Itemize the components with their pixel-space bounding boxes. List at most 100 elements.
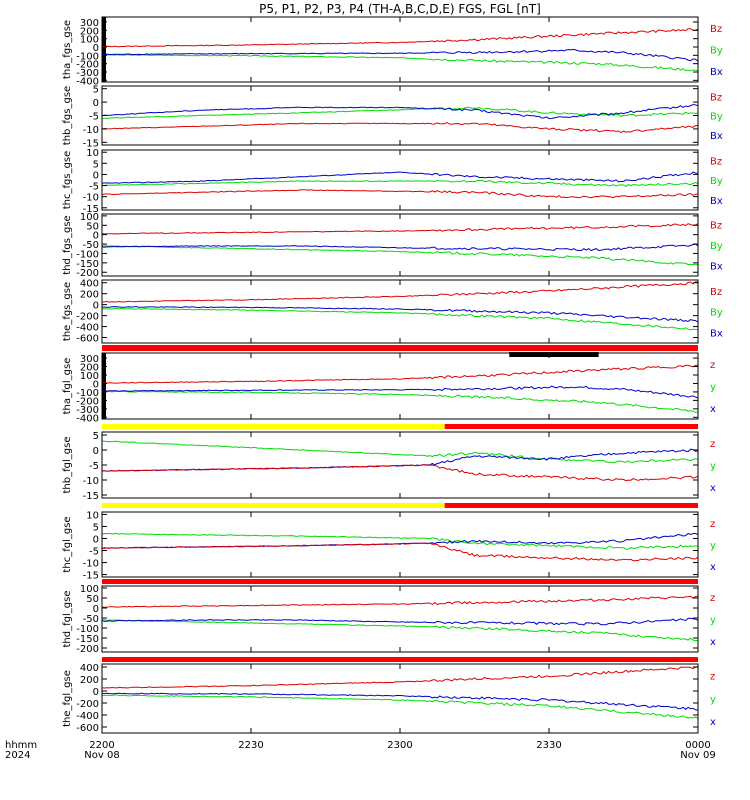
- y-tick-label: 400: [80, 279, 99, 290]
- y-tick-label: -15: [83, 491, 99, 502]
- y-axis-label: tha_fgs_gse: [62, 20, 73, 79]
- series-line-z: [101, 464, 699, 482]
- y-tick-label: -600: [76, 723, 99, 734]
- y-tick-label: -400: [76, 711, 99, 722]
- legend-label-z: z: [710, 360, 715, 371]
- y-tick-label: -200: [76, 60, 99, 71]
- y-tick-label: 100: [80, 584, 99, 595]
- y-tick-label: 0: [93, 231, 99, 242]
- y-tick-label: 100: [80, 371, 99, 382]
- panel-frame: [101, 585, 699, 653]
- status-bar: [102, 346, 698, 351]
- y-tick-label: -400: [76, 76, 99, 87]
- y-tick-label: 0: [93, 604, 99, 615]
- y-tick-label: -15: [83, 571, 99, 582]
- y-tick-label: 5: [93, 522, 99, 533]
- y-tick-label: 0: [93, 446, 99, 457]
- status-bar: [102, 424, 445, 429]
- series-line-y: [101, 245, 699, 266]
- legend-label-x: x: [710, 483, 716, 494]
- series-line-x: [101, 692, 699, 711]
- y-tick-label: -5: [89, 182, 99, 193]
- y-tick-label: 0: [93, 98, 99, 109]
- status-bar: [102, 657, 698, 662]
- legend-label-z: z: [710, 593, 715, 604]
- legend-label-y: y: [710, 382, 716, 393]
- y-tick-label: -10: [83, 476, 99, 487]
- y-tick-label: -300: [76, 68, 99, 79]
- panel-frame: [101, 352, 699, 420]
- series-line-z: [101, 28, 699, 48]
- y-axis-label: thd_fgl_gse: [62, 591, 73, 648]
- y-axis-label: the_fgs_gse: [62, 282, 73, 341]
- data-gap-bar: [102, 353, 106, 419]
- series-line-z: [101, 223, 699, 235]
- y-tick-label: 200: [80, 290, 99, 301]
- y-tick-label: -200: [76, 396, 99, 407]
- series-line-y: [102, 307, 699, 331]
- y-tick-label: 100: [80, 35, 99, 46]
- y-tick-label: -100: [76, 388, 99, 399]
- panel-frame: [101, 431, 699, 499]
- x-date-label: Nov 09: [680, 750, 715, 761]
- series-line-x: [101, 243, 699, 252]
- legend-label-x: x: [710, 562, 716, 573]
- legend-label-z: Bz: [710, 221, 722, 232]
- series-line-y: [101, 532, 698, 550]
- y-tick-label: 10: [86, 148, 99, 159]
- series-line-x: [101, 306, 699, 323]
- y-tick-label: -15: [83, 204, 99, 215]
- legend-label-y: By: [710, 176, 723, 187]
- legend-label-y: y: [710, 541, 716, 552]
- y-tick-label: -15: [83, 138, 99, 149]
- y-tick-label: 200: [80, 363, 99, 374]
- x-tick-label: 0000: [685, 740, 710, 751]
- series-line-y: [102, 440, 699, 464]
- status-bar: [444, 424, 698, 429]
- y-tick-label: -200: [76, 268, 99, 279]
- y-tick-label: -400: [76, 413, 99, 424]
- legend-label-y: y: [710, 694, 716, 705]
- legend-label-z: Bz: [710, 287, 722, 298]
- legend-label-x: Bx: [710, 67, 723, 78]
- y-tick-label: -100: [76, 51, 99, 62]
- y-tick-label: 0: [93, 301, 99, 312]
- x-label-hhmm: hhmm: [5, 740, 37, 751]
- y-tick-label: -200: [76, 312, 99, 323]
- legend-label-x: Bx: [710, 196, 723, 207]
- y-tick-label: -10: [83, 559, 99, 570]
- series-line-x: [101, 448, 699, 472]
- series-line-x: [101, 385, 699, 399]
- y-axis-label: thc_fgs_gse: [62, 151, 73, 210]
- legend-label-x: x: [710, 717, 716, 728]
- y-tick-label: 50: [86, 594, 99, 605]
- series-line-y: [101, 619, 699, 642]
- y-tick-label: 10: [86, 510, 99, 521]
- data-gap-bar: [102, 17, 106, 82]
- legend-label-z: Bz: [710, 156, 722, 167]
- y-tick-label: -50: [83, 614, 99, 625]
- legend-label-y: y: [710, 615, 716, 626]
- series-line-z: [101, 364, 699, 384]
- series-line-x: [101, 104, 699, 120]
- y-axis-label: thd_fgs_gse: [62, 215, 73, 274]
- y-tick-label: 0: [93, 170, 99, 181]
- y-tick-label: 200: [80, 26, 99, 37]
- series-line-x: [101, 617, 699, 626]
- status-bar: [444, 503, 698, 508]
- y-tick-label: -300: [76, 405, 99, 416]
- y-tick-label: 300: [80, 354, 99, 365]
- series-line-y: [101, 694, 699, 719]
- y-axis-label: thb_fgs_gse: [62, 86, 73, 145]
- series-line-x: [101, 48, 699, 62]
- y-tick-label: -10: [83, 193, 99, 204]
- y-tick-label: -50: [83, 240, 99, 251]
- y-tick-label: -10: [83, 125, 99, 136]
- y-tick-label: 5: [93, 431, 99, 442]
- y-tick-label: 0: [93, 43, 99, 54]
